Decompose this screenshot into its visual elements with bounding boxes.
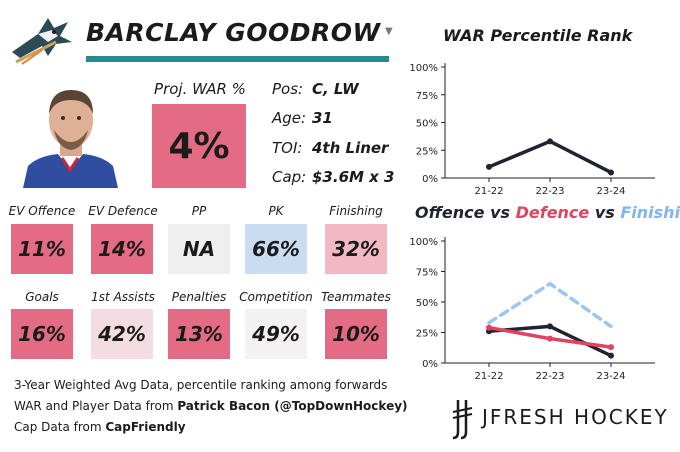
chart2-title: Offence vs Defence vs Finishing — [415, 203, 680, 222]
chart1-point — [486, 163, 492, 170]
brand-name: JFRESH HOCKEY — [482, 405, 669, 429]
war-percentile-chart: 0% 25% 50% 75% 100% 21-22 22-23 23-24 — [409, 63, 655, 195]
proj-war-value: 4% — [168, 125, 230, 167]
chevron-down-icon[interactable]: ▼ — [385, 26, 393, 37]
chart2-point — [608, 352, 614, 359]
stat-tile-penalties: 13% — [168, 309, 230, 359]
info-value-pos: C, LW — [312, 80, 359, 98]
info-value-age: 31 — [312, 109, 333, 127]
player-name: BARCLAY GOODROW — [86, 18, 381, 47]
chart2-point — [486, 324, 492, 331]
info-label-cap: Cap: — [272, 168, 307, 186]
stat-tile-goals: 16% — [11, 309, 73, 359]
chart2-point — [608, 344, 614, 351]
stat-value-teammates: 10% — [332, 322, 380, 346]
chart2-series-line-finishing — [487, 281, 613, 329]
stat-value-finishing: 32% — [332, 237, 380, 261]
chart1-ytick-label: 100% — [409, 63, 438, 74]
footer-cap-prefix: Cap Data from — [14, 420, 106, 434]
stat-label-ev-defence: EV Defence — [88, 204, 158, 218]
stat-label-1st-assists: 1st Assists — [91, 290, 155, 304]
stat-tile-teammates: 10% — [325, 309, 387, 359]
jfresh-logo-icon — [452, 400, 473, 440]
chart2-xtick-label: 22-23 — [535, 371, 564, 382]
proj-war-label: Proj. WAR % — [154, 80, 246, 98]
player-headshot-icon — [18, 78, 123, 188]
chart1-ytick-label: 50% — [416, 119, 438, 130]
stat-tile-pp: NA — [168, 224, 230, 274]
stat-tile-1st-assists: 42% — [91, 309, 153, 359]
stat-label-pk: PK — [268, 204, 284, 218]
chart1-xtick-label: 21-22 — [474, 186, 503, 195]
stat-label-competition: Competition — [239, 290, 313, 304]
chart1-xtick-label: 22-23 — [535, 186, 564, 195]
chart1-series-line-0 — [487, 139, 613, 175]
chart2-title-offence: Offence — [415, 203, 485, 222]
stat-label-finishing: Finishing — [329, 204, 383, 218]
chart2-title-vs1: vs — [484, 203, 516, 222]
chart2-ytick-label: 25% — [416, 329, 438, 340]
info-value-toi: 4th Liner — [312, 139, 389, 157]
name-underline — [86, 56, 389, 62]
info-value-cap: $3.6M x 3 — [312, 168, 395, 186]
footer-war-source-name: Patrick Bacon (@TopDownHockey) — [177, 399, 408, 413]
chart1-ytick-label: 25% — [416, 146, 438, 157]
chart2-title-defence: Defence — [515, 203, 590, 222]
chart2-ytick-label: 50% — [416, 298, 438, 309]
stat-tile-ev-offence: 11% — [11, 224, 73, 274]
chart2-xtick-label: 23-24 — [596, 371, 625, 382]
stat-tile-pk: 66% — [245, 224, 307, 274]
chart1-point — [547, 138, 553, 145]
stat-label-ev-offence: EV Offence — [8, 204, 76, 218]
footer-cap-source-name: CapFriendly — [105, 420, 186, 434]
sharks-logo-icon — [12, 18, 72, 65]
chart2-ytick-label: 100% — [409, 237, 438, 248]
stat-label-goals: Goals — [25, 290, 59, 304]
stat-value-pp: NA — [182, 237, 216, 261]
stat-tile-competition: 49% — [245, 309, 307, 359]
stat-value-ev-defence: 14% — [98, 237, 146, 261]
chart2-xtick-label: 21-22 — [474, 371, 503, 382]
chart1-ytick-label: 75% — [416, 91, 438, 102]
chart2-point — [547, 335, 553, 342]
stat-value-penalties: 13% — [175, 322, 223, 346]
info-label-pos: Pos: — [272, 80, 304, 98]
chart1-xtick-label: 23-24 — [596, 186, 625, 195]
stat-value-pk: 66% — [252, 237, 300, 261]
stat-tile-finishing: 32% — [325, 224, 387, 274]
chart1-ytick-label: 0% — [422, 174, 438, 185]
footer-war-source: WAR and Player Data from Patrick Bacon (… — [14, 399, 408, 413]
chart1-point — [608, 169, 614, 176]
chart2-title-finishing: Finishing — [620, 203, 680, 222]
footer-note: 3-Year Weighted Avg Data, percentile ran… — [14, 378, 388, 392]
chart2-ytick-label: 75% — [416, 268, 438, 279]
stat-tile-ev-defence: 14% — [91, 224, 153, 274]
info-label-age: Age: — [272, 109, 307, 127]
proj-war-tile: 4% — [152, 104, 246, 188]
stat-value-ev-offence: 11% — [18, 237, 66, 261]
stat-value-competition: 49% — [252, 322, 300, 346]
chart1-title: WAR Percentile Rank — [443, 26, 633, 45]
stat-label-penalties: Penalties — [171, 290, 227, 304]
footer-cap-source: Cap Data from CapFriendly — [14, 420, 186, 434]
chart2-ytick-label: 0% — [422, 359, 438, 370]
stat-value-goals: 16% — [18, 322, 66, 346]
stat-label-teammates: Teammates — [321, 290, 391, 304]
offence-defence-finishing-chart: 0% 25% 50% 75% 100% 21-22 22-23 23-24 — [409, 237, 655, 382]
stat-value-1st-assists: 42% — [98, 322, 146, 346]
stat-label-pp: PP — [191, 204, 207, 218]
info-label-toi: TOI: — [272, 139, 303, 157]
footer-war-prefix: WAR and Player Data from — [14, 399, 178, 413]
chart2-point — [547, 323, 553, 330]
chart2-title-vs2: vs — [589, 203, 621, 222]
